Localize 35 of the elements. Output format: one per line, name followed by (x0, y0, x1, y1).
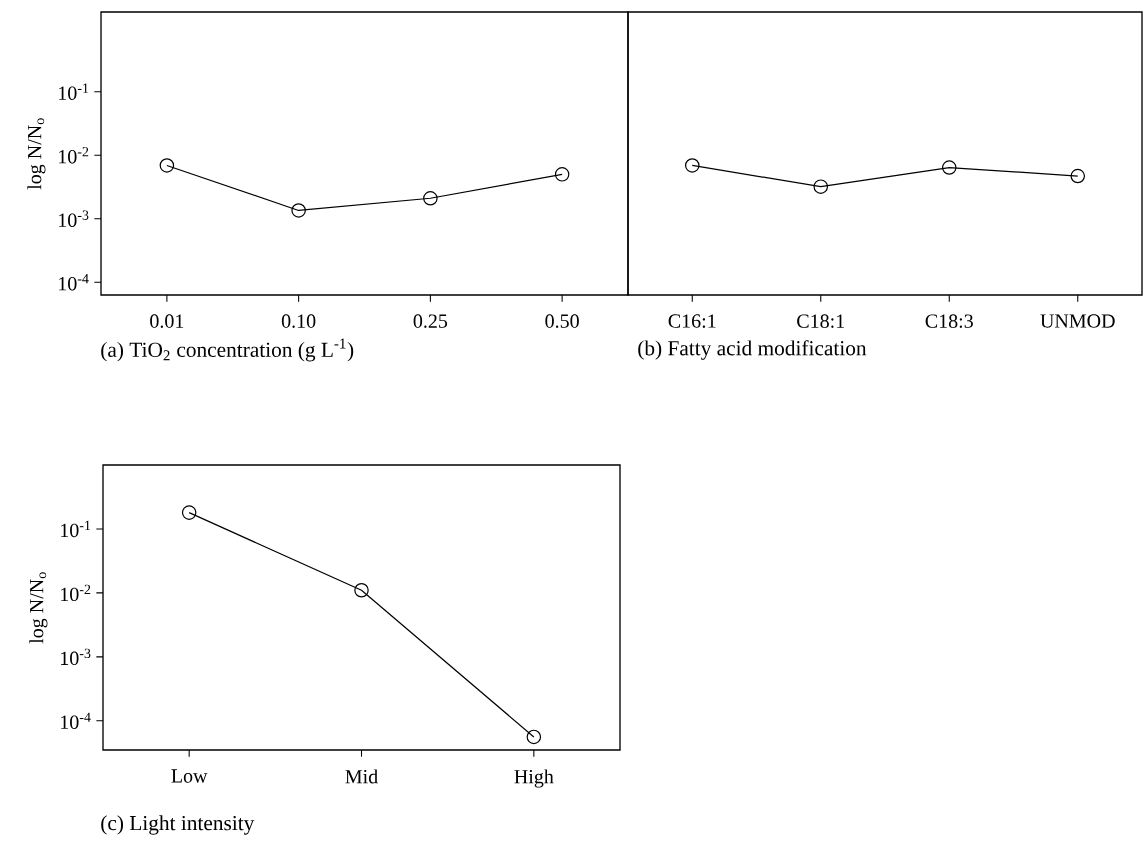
y-tick-label: 10$^{-4}$ (59, 274, 89, 291)
y-tick-label: 10$^{-2}$ (61, 584, 91, 602)
x-tick-label: Mid (345, 769, 378, 784)
y-axis-title: log N/N$_{o}$ (29, 572, 48, 644)
y-tick-label: 10$^{-1}$ (61, 520, 91, 538)
y-axis-title: log N/N$_{o}$ (27, 118, 46, 190)
y-tick-label: 10$^{-1}$ (59, 83, 89, 100)
x-tick-label: C16:1 (668, 314, 716, 328)
text: (a) TiO$_{2}$ concentration (g L$^{-1}$) (101, 338, 354, 362)
x-tick-label: 0.25 (413, 314, 448, 328)
y-tick-label: 10$^{-2}$ (59, 147, 89, 164)
x-tick-label: C18:1 (797, 314, 845, 328)
point (159, 158, 175, 173)
y-tick-label: 10$^{-3}$ (61, 648, 91, 666)
y-tick-label: 10$^{-4}$ (61, 712, 91, 730)
point (941, 160, 957, 175)
x-tick-label: 0.10 (281, 314, 316, 328)
y-tick-label: 10$^{-3}$ (59, 210, 89, 227)
x-tick-label: C18:3 (925, 314, 973, 328)
point (354, 582, 369, 598)
point (291, 203, 306, 218)
x-tick-label: 0.50 (545, 314, 579, 328)
point (554, 167, 570, 182)
point (526, 729, 542, 745)
point (684, 158, 700, 173)
text: (b) Fatty acid modification (638, 340, 867, 360)
point (813, 179, 829, 194)
x-tick-label: High (514, 769, 554, 788)
point (181, 505, 197, 520)
text: (c) Light intensity (101, 815, 255, 835)
x-tick-label: Low (171, 769, 208, 783)
x-tick-label: UNMOD (1040, 314, 1115, 328)
point (1070, 168, 1086, 184)
x-tick-label: 0.01 (150, 314, 184, 328)
point (423, 191, 438, 206)
